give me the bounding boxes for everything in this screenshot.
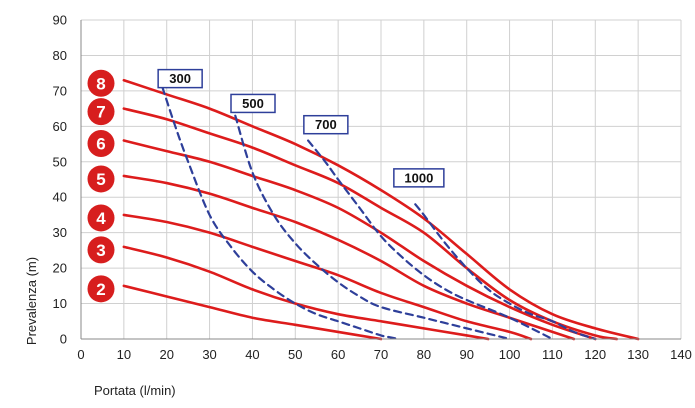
- curve-badge-label-8: 8: [96, 74, 105, 93]
- iso-line-1000: [414, 203, 597, 341]
- x-tick-label-90: 90: [459, 347, 473, 362]
- iso-label-box-300: [157, 68, 203, 89]
- pump-curve-3: [122, 245, 490, 341]
- y-tick-label-80: 80: [53, 48, 67, 63]
- curve-badge-3: 3: [87, 236, 115, 264]
- iso-label-box-500: [230, 93, 276, 114]
- x-tick-label-140: 140: [670, 347, 692, 362]
- iso-line-300: [161, 86, 400, 341]
- curve-badge-label-7: 7: [96, 103, 105, 122]
- curve-badge-circle-3: [87, 236, 115, 264]
- iso-label-text-1000: 1000: [404, 170, 433, 185]
- x-tick-label-20: 20: [159, 347, 173, 362]
- curve-badge-circle-7: [87, 98, 115, 126]
- curve-badge-7: 7: [87, 98, 115, 126]
- curve-badge-label-2: 2: [96, 280, 105, 299]
- x-tick-label-120: 120: [584, 347, 606, 362]
- x-tick-label-10: 10: [117, 347, 131, 362]
- pump-curve-5: [122, 174, 576, 341]
- pump-curve-2: [122, 284, 383, 341]
- x-tick-label-0: 0: [77, 347, 84, 362]
- curve-badge-circle-5: [87, 165, 115, 193]
- curve-badge-circle-2: [87, 275, 115, 303]
- curve-badge-circle-8: [87, 69, 115, 97]
- iso-label-text-700: 700: [315, 117, 337, 132]
- axes: [80, 20, 681, 340]
- iso-labels: 300 500 700 1000: [157, 68, 445, 188]
- pump-curve-6: [122, 139, 597, 341]
- iso-label-500: 500: [230, 93, 276, 114]
- x-tick-label-30: 30: [202, 347, 216, 362]
- iso-label-700: 700: [303, 114, 349, 135]
- x-tick-label-130: 130: [627, 347, 649, 362]
- y-tick-label-70: 70: [53, 83, 67, 98]
- y-tick-label-0: 0: [60, 332, 67, 347]
- x-tick-label-70: 70: [374, 347, 388, 362]
- curve-badge-label-5: 5: [96, 170, 105, 189]
- curve-badge-label-6: 6: [96, 135, 105, 154]
- iso-label-text-300: 300: [169, 71, 191, 86]
- y-tick-label-40: 40: [53, 190, 67, 205]
- curve-badges: 8 7 6 5 4 3 2: [87, 69, 115, 303]
- curve-badge-circle-4: [87, 204, 115, 232]
- pump-curve-8: [122, 78, 640, 341]
- curve-badge-2: 2: [87, 275, 115, 303]
- curve-badge-label-3: 3: [96, 241, 105, 260]
- iso-label-box-1000: [393, 168, 445, 188]
- x-tick-label-50: 50: [288, 347, 302, 362]
- pump-curve-4: [122, 213, 533, 341]
- x-axis-title: Portata (l/min): [94, 383, 176, 398]
- iso-label-text-500: 500: [242, 96, 264, 111]
- y-tick-label-20: 20: [53, 261, 67, 276]
- y-tick-label-90: 90: [53, 13, 67, 28]
- x-tick-label-100: 100: [499, 347, 521, 362]
- curves: [122, 78, 640, 341]
- curve-badge-5: 5: [87, 165, 115, 193]
- iso-label-1000: 1000: [393, 168, 445, 188]
- y-tick-label-50: 50: [53, 154, 67, 169]
- curve-badge-6: 6: [87, 130, 115, 158]
- x-tick-label-110: 110: [542, 347, 563, 362]
- grid: [80, 19, 682, 340]
- x-tick-label-80: 80: [417, 347, 431, 362]
- iso-line-700: [307, 139, 554, 341]
- curve-badge-circle-6: [87, 130, 115, 158]
- y-tick-label-10: 10: [53, 296, 67, 311]
- curve-badge-8: 8: [87, 69, 115, 97]
- curve-badge-4: 4: [87, 204, 115, 232]
- y-axis-title: Prevalenza (m): [24, 257, 39, 345]
- iso-label-300: 300: [157, 68, 203, 89]
- x-tick-label-60: 60: [331, 347, 345, 362]
- y-tick-label-60: 60: [53, 119, 67, 134]
- curve-badge-label-4: 4: [96, 209, 106, 228]
- iso-label-box-700: [303, 114, 349, 135]
- iso-line-500: [234, 114, 511, 341]
- x-tick-label-40: 40: [245, 347, 259, 362]
- y-tick-label-30: 30: [53, 225, 67, 240]
- tick-labels: 0 10 20 30 40 50 60 70 80 90 100 110 120 130 140 0 10 20 3…: [53, 13, 692, 363]
